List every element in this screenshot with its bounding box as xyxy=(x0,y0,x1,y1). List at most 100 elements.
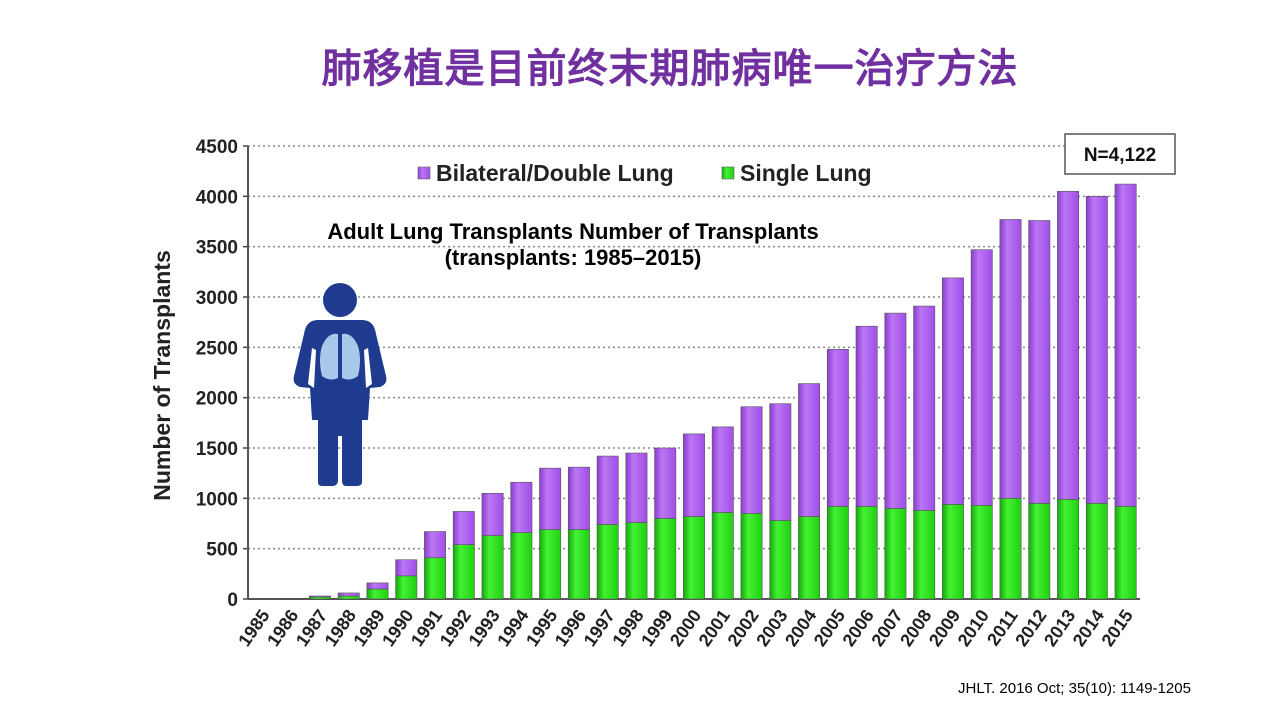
x-tick-label: 2013 xyxy=(1040,606,1079,650)
x-tick-label: 1994 xyxy=(493,606,532,650)
x-tick-label: 2006 xyxy=(839,606,878,650)
bar-single-2001 xyxy=(711,512,734,600)
x-tick-label: 1998 xyxy=(608,606,647,650)
bar-double-2009 xyxy=(942,277,964,505)
bar-single-1995 xyxy=(539,529,562,600)
x-tick-label: 1999 xyxy=(637,606,676,650)
legend-label: Bilateral/Double Lung xyxy=(436,160,674,186)
x-tick-label: 2000 xyxy=(666,606,705,650)
bar-double-2008 xyxy=(913,305,936,511)
bar-single-2007 xyxy=(884,508,907,600)
x-tick-label: 2008 xyxy=(896,606,935,650)
x-tick-label: 2015 xyxy=(1098,606,1137,650)
legend-label: Single Lung xyxy=(740,160,872,186)
legend-swatch xyxy=(721,166,735,180)
bar-double-2010 xyxy=(970,249,993,506)
bar-single-1989 xyxy=(366,588,389,600)
bar-single-1998 xyxy=(625,522,648,600)
x-tick-label: 1995 xyxy=(522,606,561,650)
bar-single-1999 xyxy=(654,518,677,600)
x-tick-label: 1993 xyxy=(465,606,504,650)
bar-single-1992 xyxy=(452,544,475,600)
bar-single-2006 xyxy=(855,506,878,600)
bar-double-2000 xyxy=(683,433,705,517)
bar-double-1988 xyxy=(337,592,360,597)
x-tick-label: 2009 xyxy=(925,606,964,650)
x-tick-label: 2010 xyxy=(954,606,993,650)
y-tick-label: 0 xyxy=(227,590,238,611)
bar-double-1999 xyxy=(654,447,677,519)
bar-double-1994 xyxy=(510,481,533,533)
bar-double-1995 xyxy=(539,467,562,530)
bar-single-2008 xyxy=(913,510,936,600)
bar-single-2014 xyxy=(1085,503,1108,600)
person-lungs-icon xyxy=(293,283,387,486)
y-tick-label: 4000 xyxy=(196,187,238,208)
x-tick-label: 1986 xyxy=(263,606,302,650)
x-tick-label: 2001 xyxy=(695,606,734,650)
bar-double-2007 xyxy=(884,312,907,509)
bar-single-2005 xyxy=(826,506,849,600)
bar-double-1987 xyxy=(308,595,331,598)
x-tick-label: 2012 xyxy=(1011,606,1050,650)
y-tick-label: 2500 xyxy=(196,338,238,359)
bar-single-1988 xyxy=(337,595,360,600)
bar-single-1993 xyxy=(481,535,504,600)
y-tick-label: 500 xyxy=(206,540,238,561)
slide-title: 肺移植是目前终末期肺病唯一治疗方法 xyxy=(321,46,1019,92)
bar-double-1993 xyxy=(481,492,504,536)
x-tick-label: 1989 xyxy=(349,606,388,650)
n-annotation-box xyxy=(1064,133,1176,175)
bar-single-1994 xyxy=(510,532,533,600)
bar-double-2014 xyxy=(1085,196,1108,504)
x-tick-label: 1996 xyxy=(551,606,590,650)
bar-single-2004 xyxy=(798,516,821,600)
legend-swatch xyxy=(417,166,431,180)
chart-title: Adult Lung Transplants Number of Transpl… xyxy=(327,219,818,244)
bar-double-2012 xyxy=(1028,220,1051,504)
bar-double-2006 xyxy=(855,325,878,507)
bar-single-2010 xyxy=(970,505,993,600)
bar-single-1987 xyxy=(308,596,331,600)
bar-double-1992 xyxy=(452,511,475,545)
bar-single-2013 xyxy=(1057,499,1080,600)
x-tick-label: 2005 xyxy=(810,606,849,650)
x-tick-label: 1997 xyxy=(580,606,619,650)
bar-double-2005 xyxy=(826,349,849,507)
x-tick-label: 2003 xyxy=(752,606,791,650)
bar-double-2004 xyxy=(798,383,821,517)
chart-subtitle: (transplants: 1985–2015) xyxy=(445,245,702,270)
x-tick-label: 2002 xyxy=(723,606,762,650)
y-tick-label: 4500 xyxy=(196,137,238,158)
bar-double-2003 xyxy=(769,403,792,521)
x-tick-label: 2007 xyxy=(867,606,906,650)
n-annotation: N=4,122 xyxy=(1084,145,1156,166)
bar-single-1996 xyxy=(567,529,590,600)
bar-double-1991 xyxy=(424,531,446,559)
citation: JHLT. 2016 Oct; 35(10): 1149-1205 xyxy=(958,680,1191,697)
y-tick-label: 2000 xyxy=(196,389,238,410)
y-tick-label: 3500 xyxy=(196,238,238,259)
x-tick-label: 1990 xyxy=(378,606,417,650)
bar-double-2011 xyxy=(999,219,1022,499)
bar-double-1997 xyxy=(596,455,619,525)
bar-single-2000 xyxy=(683,516,705,600)
bar-double-2002 xyxy=(740,406,763,514)
bar-single-2003 xyxy=(769,520,792,600)
x-tick-label: 1988 xyxy=(321,606,360,650)
bar-single-2011 xyxy=(999,498,1022,600)
y-tick-label: 3000 xyxy=(196,288,238,309)
y-tick-label: 1500 xyxy=(196,439,238,460)
bar-double-1996 xyxy=(567,466,590,530)
x-tick-label: 2014 xyxy=(1069,606,1108,650)
bar-single-2012 xyxy=(1028,503,1051,600)
bar-single-1990 xyxy=(395,575,418,600)
bar-double-2015 xyxy=(1114,183,1137,507)
x-tick-label: 1987 xyxy=(292,606,331,650)
bar-single-2002 xyxy=(740,513,763,600)
x-tick-label: 1991 xyxy=(407,606,446,650)
bar-double-2001 xyxy=(711,426,734,513)
bar-double-1990 xyxy=(395,559,418,577)
